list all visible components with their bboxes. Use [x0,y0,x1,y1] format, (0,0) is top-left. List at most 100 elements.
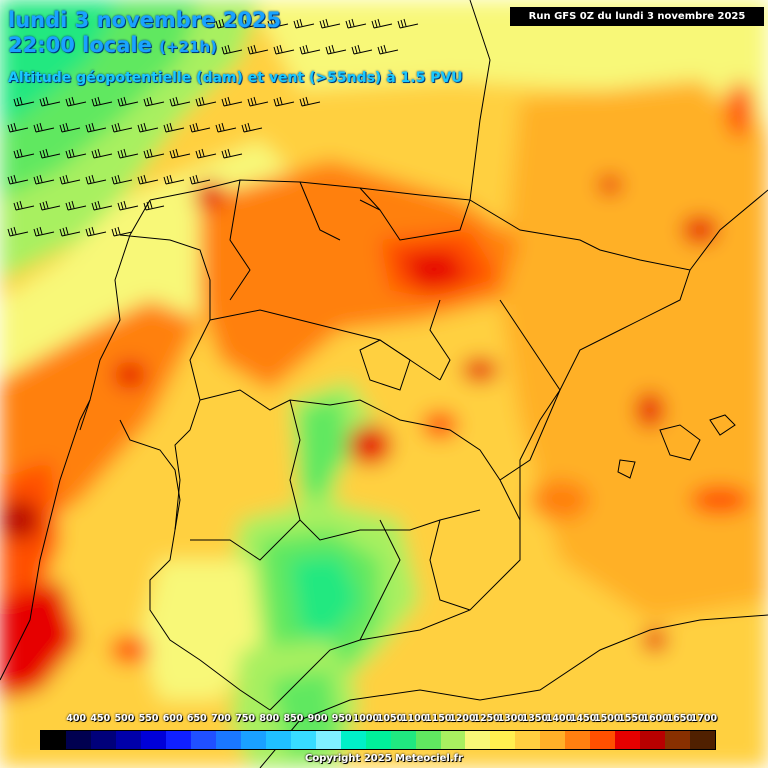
wind-barb [221,44,243,55]
wind-barb [195,96,217,107]
legend-label: 1150 [425,713,452,724]
wind-barb [39,148,61,159]
wind-barb [117,148,139,159]
wind-barb [189,122,211,133]
wind-barb [169,148,191,159]
wind-barb [247,44,269,55]
legend-swatch [41,731,66,749]
legend-label: 1250 [473,713,500,724]
wind-barb [325,44,347,55]
wind-barb [143,200,165,211]
legend-swatch [215,731,241,749]
wind-barb [91,148,113,159]
wind-barb [65,200,87,211]
wind-barb [117,96,139,107]
legend-label: 400 [66,713,87,724]
legend-label: 850 [283,713,304,724]
wind-barb [39,96,61,107]
wind-barb [13,96,35,107]
legend-label: 1100 [400,713,428,724]
wind-barb [111,226,133,237]
wind-barb [33,226,55,237]
legend-swatch [115,731,141,749]
legend-label: 500 [114,713,135,724]
legend-swatch [515,731,541,749]
legend-label: 450 [90,713,111,724]
legend-swatch [140,731,166,749]
legend-swatch [565,731,591,749]
legend-swatch [590,731,616,749]
legend-swatch [465,731,491,749]
wind-barb [7,226,29,237]
legend-swatch [265,731,291,749]
wind-barb [85,122,107,133]
wind-barb [397,18,419,29]
wind-barb [143,148,165,159]
wind-barb [273,96,295,107]
wind-barb [39,200,61,211]
wind-barb [241,122,263,133]
wind-barb [299,44,321,55]
legend-swatch [415,731,441,749]
wind-barb [65,148,87,159]
wind-barb [377,44,399,55]
wind-barb [111,174,133,185]
wind-barb [137,174,159,185]
legend-swatch [365,731,391,749]
wind-barb [163,174,185,185]
legend-label: 1650 [666,713,693,724]
legend-swatch [165,731,191,749]
wind-barb [195,148,217,159]
legend-swatch [665,731,691,749]
legend-swatch [65,731,91,749]
wind-barb [7,122,29,133]
legend-swatch [640,731,666,749]
legend-label: 1050 [376,713,404,724]
wind-barb [293,18,315,29]
wind-barb [241,18,263,29]
legend-swatch [490,731,516,749]
legend-swatch [190,731,216,749]
wind-barb [33,122,55,133]
wind-barb [91,200,113,211]
wind-barb [345,18,367,29]
legend-swatch [240,731,266,749]
legend-label: 650 [186,713,207,724]
legend-label: 1200 [449,713,476,724]
wind-barb [319,18,341,29]
legend-swatch [440,731,466,749]
map-date: lundi 3 novembre 2025 [8,8,282,32]
wind-barbs [7,18,419,237]
wind-barb [85,174,107,185]
wind-barb [33,174,55,185]
wind-barb [215,122,237,133]
legend-label: 1600 [642,713,669,724]
copyright: Copyright 2025 Meteociel.fr [305,753,463,764]
wind-barb [267,18,289,29]
legend-label: 1550 [618,713,645,724]
legend-swatch [540,731,566,749]
map-time: 22:00 locale (+21h) [8,33,217,57]
map-time-offset: (+21h) [159,38,217,56]
legend-label: 600 [162,713,183,724]
wind-barb [351,44,373,55]
wind-barb [221,96,243,107]
wind-barb [117,200,139,211]
wind-barb [7,174,29,185]
legend-label: 700 [211,713,231,724]
legend-label: 1500 [594,713,621,724]
legend-swatch [390,731,416,749]
wind-barb [111,122,133,133]
wind-barb [273,44,295,55]
wind-barb [59,122,81,133]
legend-label: 1450 [569,713,597,724]
legend-swatch [690,731,716,749]
wind-barb [65,96,87,107]
legend-label: 550 [138,713,159,724]
legend-label: 900 [307,713,328,724]
legend-swatch [615,731,641,749]
legend-label: 1700 [690,713,718,724]
